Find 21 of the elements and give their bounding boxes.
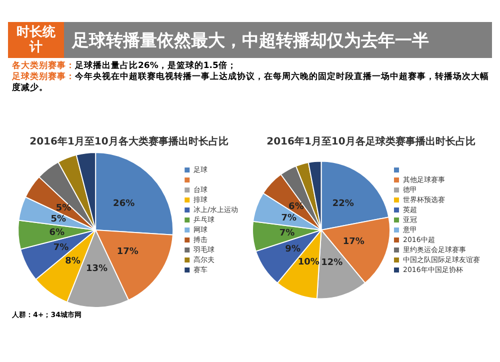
data-label: 12%: [321, 258, 343, 268]
chart-title: 2016年1月至10月各大类赛事播出时长占比: [30, 136, 228, 148]
data-label: 6%: [288, 202, 304, 212]
data-label: 17%: [342, 236, 364, 247]
data-label: 26%: [113, 198, 135, 209]
data-label: 13%: [86, 264, 108, 274]
data-label: 5%: [56, 204, 72, 214]
data-label: 7%: [53, 242, 69, 253]
text: 各大类别赛事：足球播出量占比26%，是篮球的1.5倍；: [12, 61, 238, 72]
data-label: 5%: [50, 214, 66, 225]
data-label: 9%: [285, 244, 300, 255]
text: 足球转播量依然最大，中超转播却仅为去年一半: [64, 22, 492, 58]
data-label: 6%: [49, 228, 65, 238]
data-label: 17%: [116, 247, 138, 258]
data-label: 22%: [332, 198, 354, 209]
data-label: 7%: [279, 228, 295, 239]
chart-title: 2016年1月至10月各足球类赛事播出时长占比: [266, 136, 476, 148]
data-label: 7%: [281, 214, 297, 224]
text: 时长统计: [8, 22, 64, 58]
text: 足球类别赛事：今年央视在中超联赛电视转播一事上达成协议，在每周六晚的固定时段直播一场中超赛事，转播场次大幅度减少。: [12, 72, 489, 93]
data-label: 8%: [65, 256, 80, 267]
